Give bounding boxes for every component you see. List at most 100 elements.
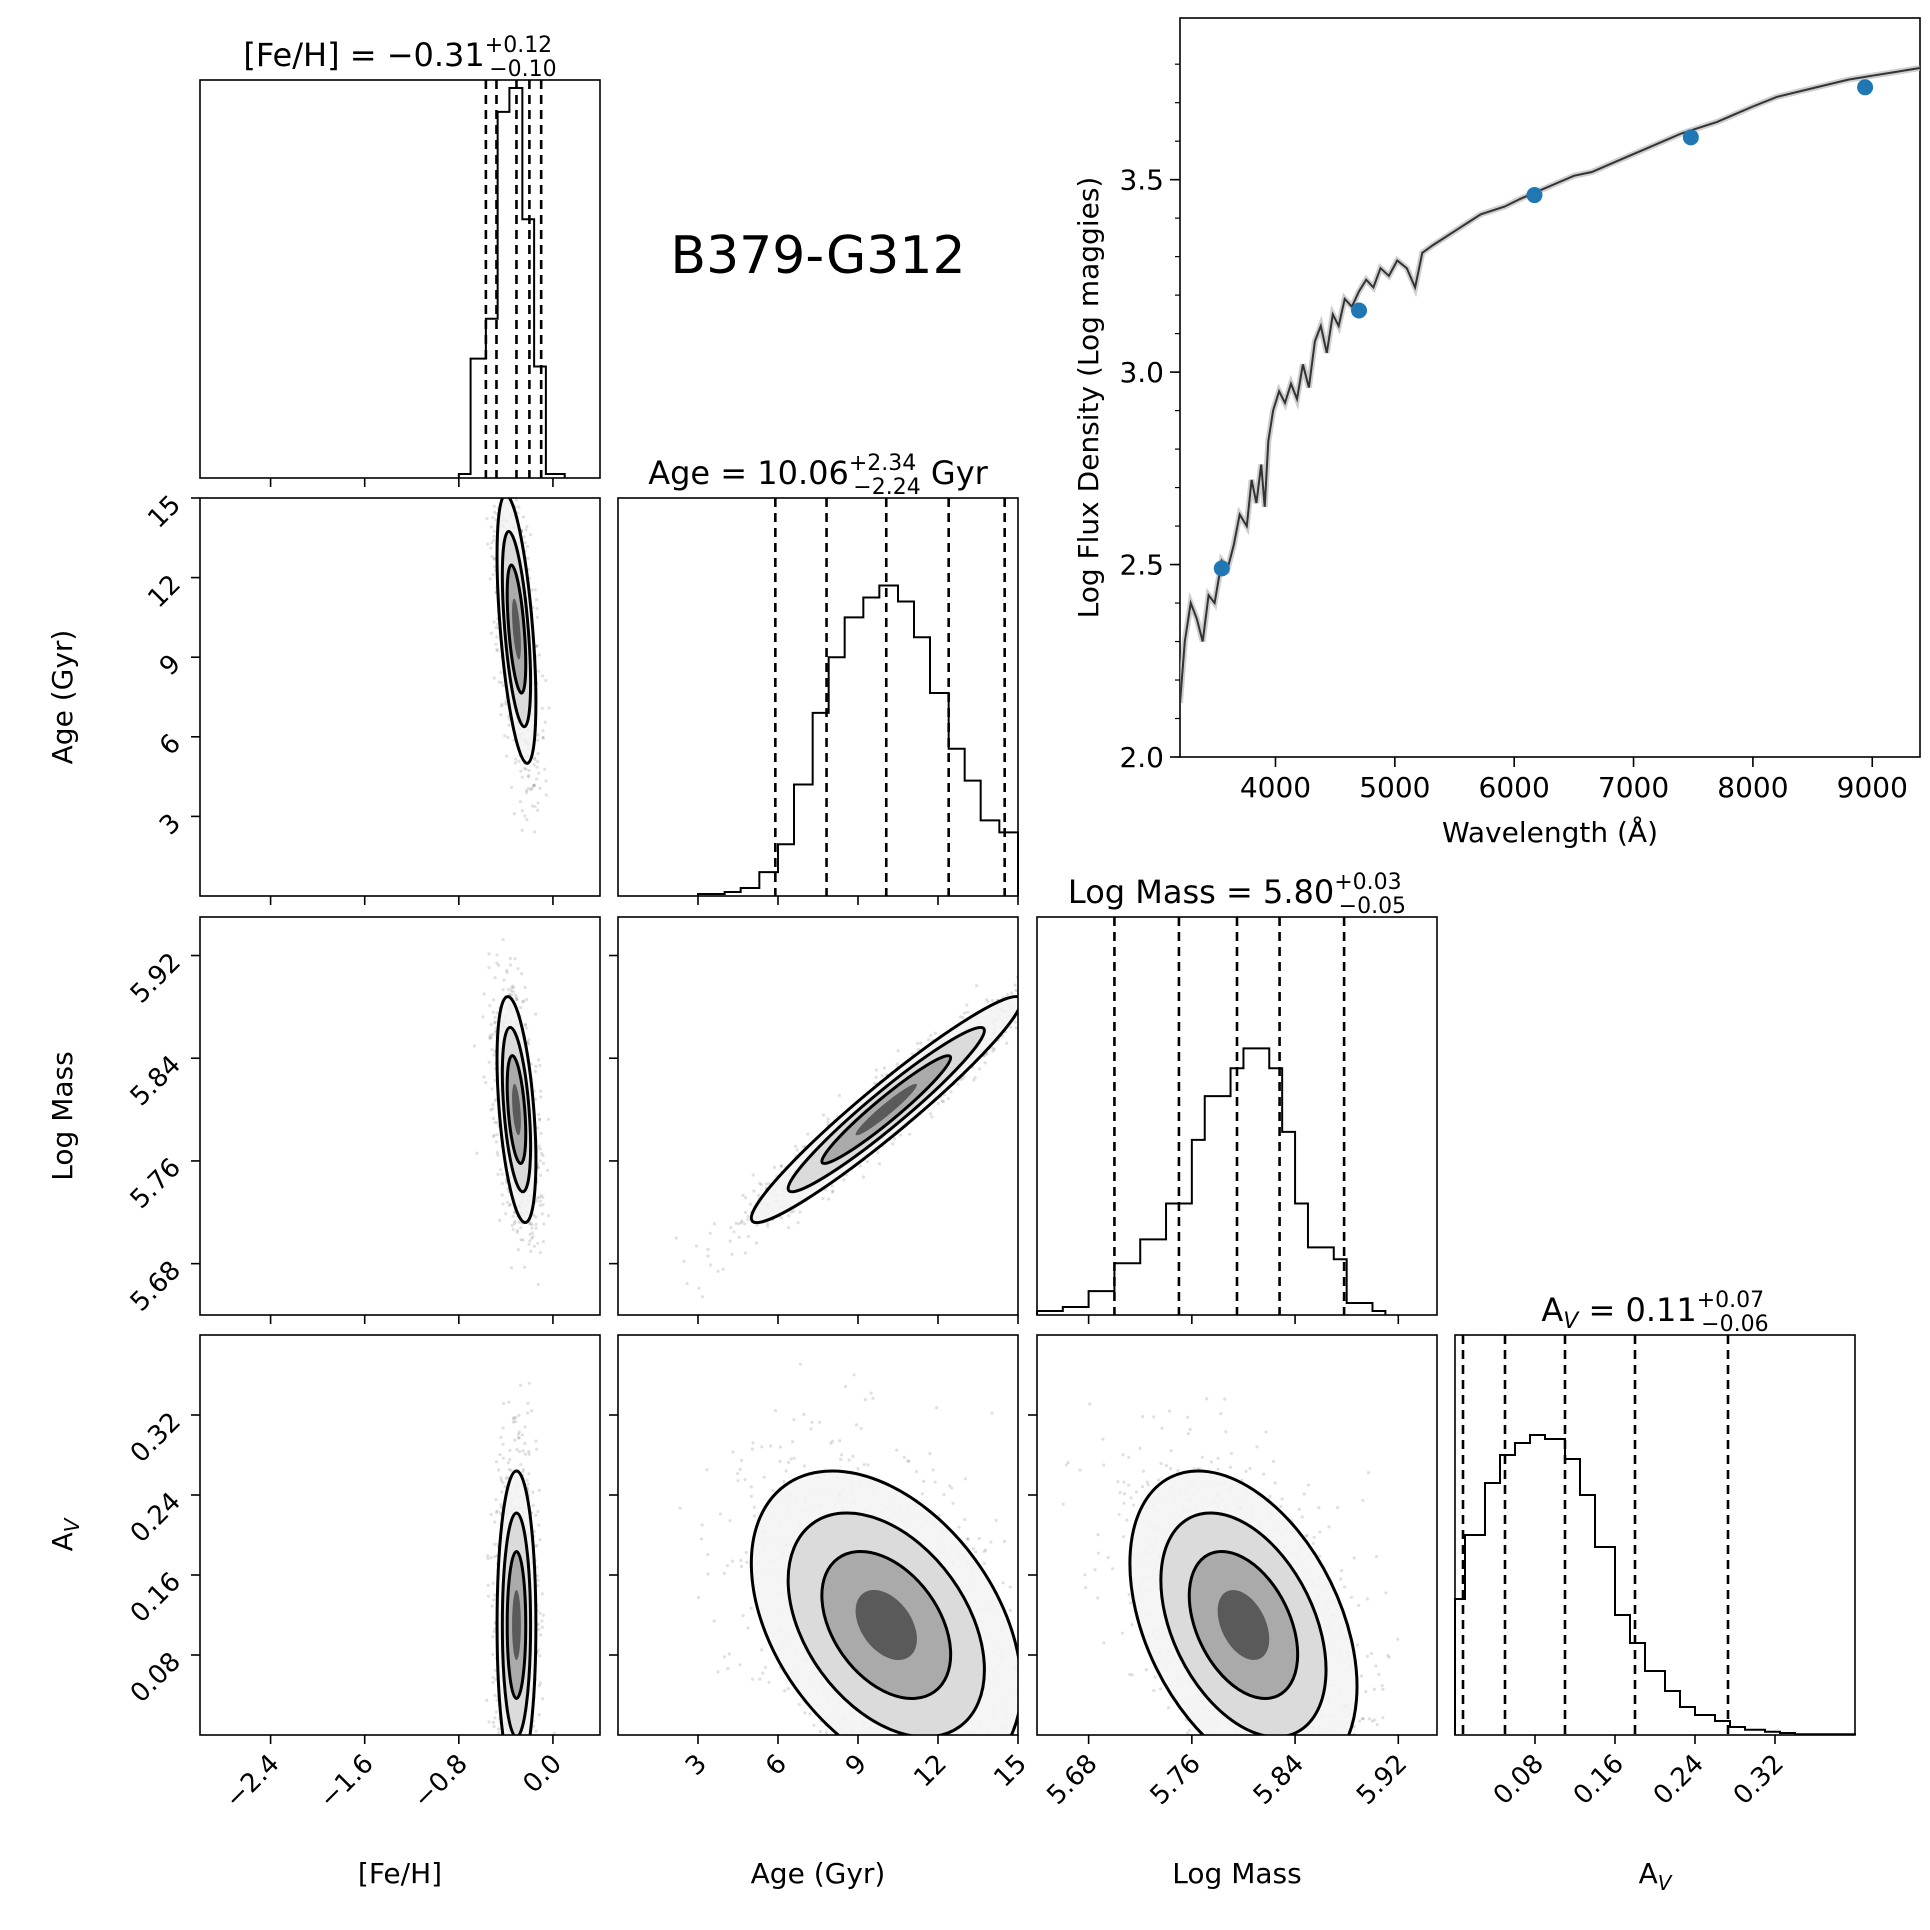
sample-point [508,956,513,961]
sample-point [515,1842,518,1845]
sample-point [499,1503,503,1507]
sample-point [527,1449,531,1454]
sample-point [527,1242,531,1246]
sample-point [537,1058,541,1062]
sample-point [512,1417,516,1421]
sample-point [500,466,503,469]
sample-point [487,952,491,956]
sample-point [490,420,493,423]
sample-point [1014,988,1018,993]
sample-point [520,1815,523,1818]
sample-point [505,1200,510,1204]
sample-point [506,1461,510,1465]
sample-point [779,1164,783,1169]
sample-point [514,1747,517,1750]
sample-point [538,1611,542,1615]
sample-point [546,1117,551,1121]
sample-point [500,1172,504,1176]
sample-point [821,1196,825,1201]
sample-point [482,1075,486,1079]
sample-point [516,1432,520,1436]
sample-point [503,453,506,456]
sample-point [540,674,545,678]
sample-point [501,1442,505,1446]
sample-point [500,702,504,706]
sample-point [506,1773,509,1776]
sample-point [510,1797,513,1800]
sample-point [498,489,501,492]
sample-point [504,1476,508,1480]
sample-point [494,625,498,630]
sample-point [491,1107,495,1111]
sample-point [507,1400,511,1404]
sample-point [485,1698,489,1703]
sample-point [509,1266,514,1270]
sample-point [539,1095,543,1099]
sample-point [743,1222,747,1226]
sample-point [541,1161,546,1166]
sample-point [524,767,528,771]
sample-point [492,556,496,561]
sample-point [517,1449,521,1454]
sample-point [495,491,498,494]
sample-point [706,1254,710,1258]
sample-point [502,1843,505,1846]
sample-point [535,644,540,648]
sample-point [534,1544,538,1549]
sample-point [494,1140,498,1144]
sample-point [916,1047,921,1052]
sample-point [530,1409,534,1413]
sample-point [1046,961,1049,964]
sample-point [536,751,540,756]
sample-point [511,990,515,994]
sample-point [534,1729,538,1733]
sample-point [510,1755,513,1758]
sample-point [500,1193,504,1197]
sample-point [485,517,489,521]
sample-point [1009,1025,1013,1029]
sample-point [537,1627,541,1632]
sample-point [961,1015,965,1020]
sample-point [523,1756,526,1759]
sample-point [510,455,513,458]
sample-point [525,1758,528,1761]
sample-point [513,467,516,470]
sample-point [534,1222,538,1227]
sample-point [527,1042,531,1046]
sample-point [491,1010,495,1014]
sample-point [517,1750,520,1753]
sample-point [529,787,533,792]
sample-point [512,1743,515,1746]
sample-point [503,734,507,738]
sample-point [492,1053,496,1057]
sample-point [536,1736,539,1739]
sample-point [494,1710,498,1714]
sample-point [504,422,507,425]
sample-point [501,1456,506,1460]
sample-point [531,784,535,788]
sample-point [525,1026,529,1030]
sample-point [514,1416,518,1420]
sample-point [985,1052,989,1056]
sample-point [492,504,496,508]
sample-point [537,1488,541,1492]
sample-point [540,1592,544,1596]
sample-point [1050,988,1053,991]
sample-point [472,1044,477,1048]
sample-point [494,642,498,646]
sample-point [491,1635,495,1639]
sample-point [541,1195,545,1200]
sample-point [528,1757,531,1760]
sample-point [503,1484,507,1489]
sample-point [522,1832,525,1835]
sample-point [523,1023,527,1027]
panel-feh-vs-age [485,420,551,834]
sample-point [540,1212,544,1216]
sample-point [522,1755,525,1758]
sample-point [493,1120,497,1125]
sample-point [489,1556,493,1560]
sample-point [488,1004,492,1008]
sample-point [501,1481,505,1485]
sample-point [519,769,523,773]
sample-point [490,554,494,559]
